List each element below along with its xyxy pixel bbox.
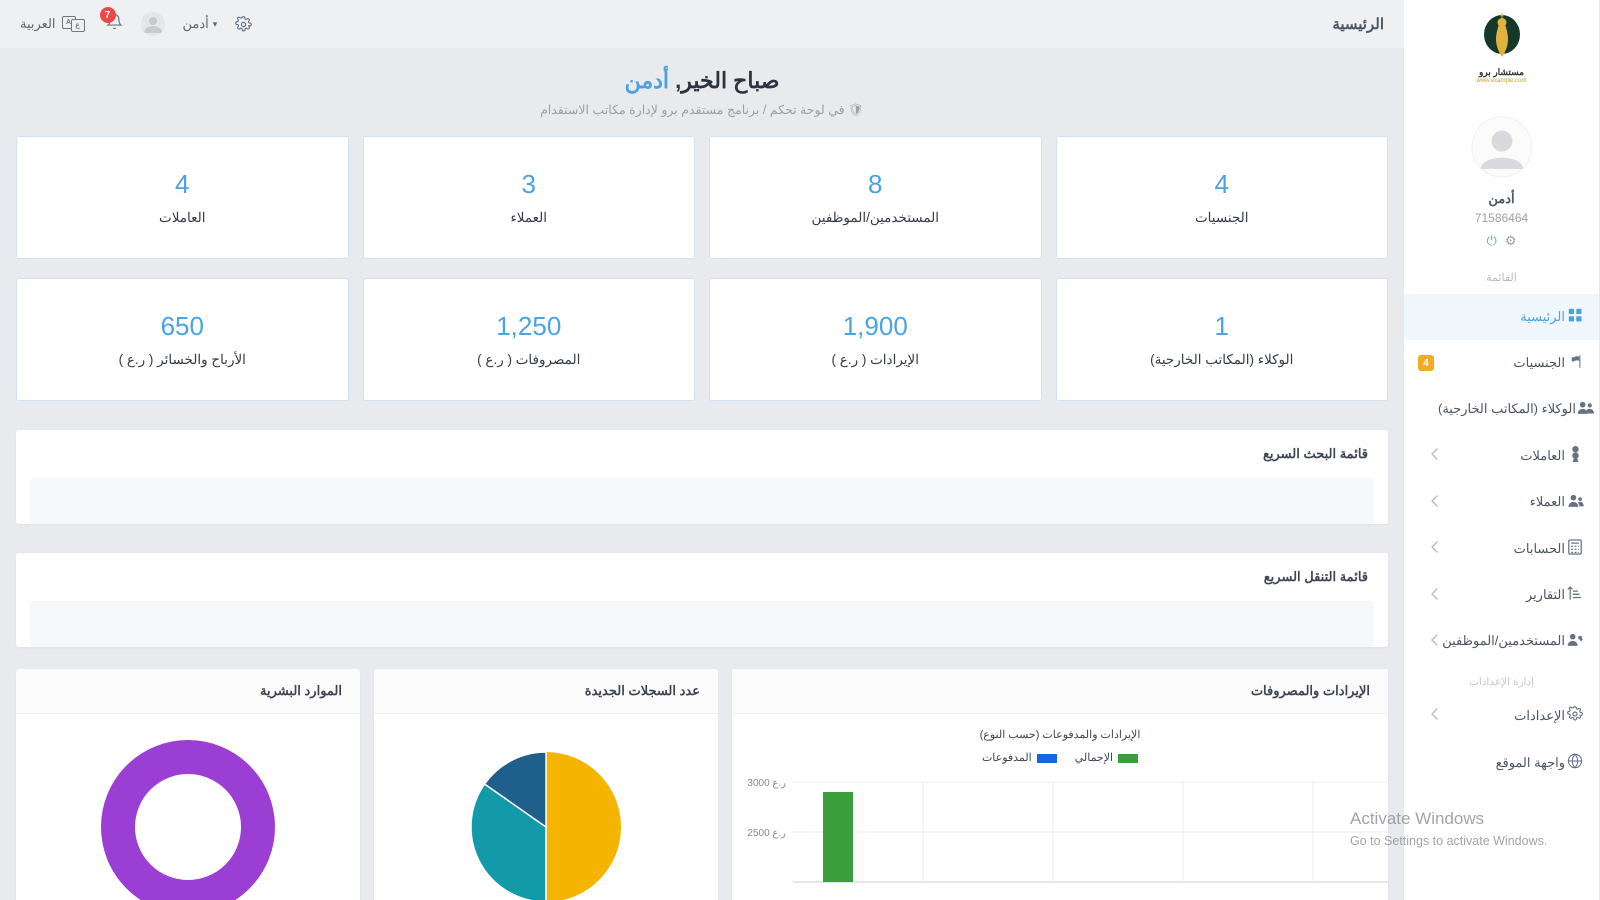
svg-text:2500 ر.ع: 2500 ر.ع <box>747 828 786 839</box>
svg-text:3000 ر.ع: 3000 ر.ع <box>747 778 786 789</box>
